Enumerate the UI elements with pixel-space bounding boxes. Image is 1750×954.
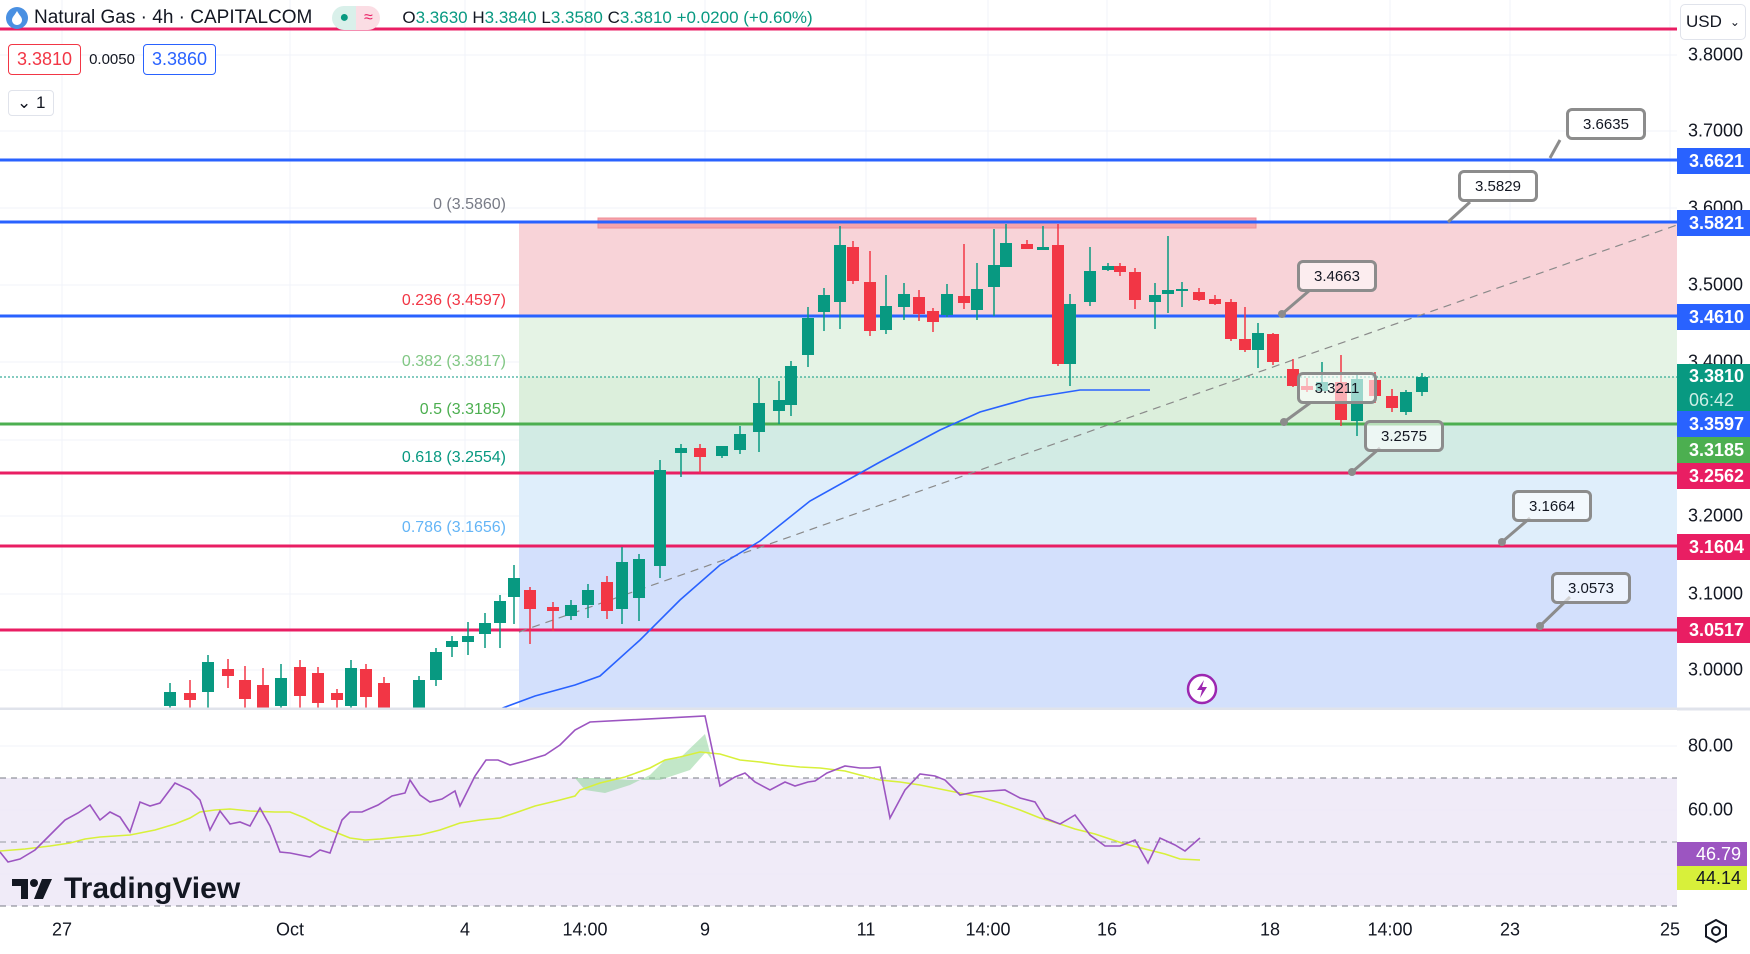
- tradingview-logo[interactable]: TradingView: [12, 872, 240, 906]
- price-callout[interactable]: 3.0573: [1551, 572, 1631, 604]
- candlesticks: [164, 224, 1428, 709]
- price-tag: 3.0517: [1677, 617, 1750, 643]
- price-change: +0.0200 (+0.60%): [676, 8, 813, 27]
- price-tag: 3.2562: [1677, 463, 1750, 489]
- moving-average-line: [499, 389, 1150, 710]
- settings-icon[interactable]: [1703, 918, 1729, 944]
- lightning-icon[interactable]: [1186, 673, 1218, 705]
- currency-selector[interactable]: USD ⌄: [1680, 4, 1746, 40]
- chevron-down-icon: ⌄: [1729, 15, 1740, 29]
- current-price-tag: 3.3810 06:42: [1677, 364, 1750, 416]
- chevron-down-icon: ⌄: [17, 93, 32, 112]
- price-callout[interactable]: 3.1664: [1512, 490, 1592, 522]
- spread-value: 0.0050: [89, 51, 135, 68]
- rsi-value-tag: 46.79: [1677, 842, 1747, 866]
- price-tag: 3.3597: [1677, 411, 1750, 437]
- flame-icon: [6, 7, 28, 29]
- buy-button[interactable]: 3.3860: [142, 44, 217, 75]
- price-tag: 3.3185: [1677, 437, 1750, 463]
- symbol-title[interactable]: Natural Gas · 4h · CAPITALCOM: [34, 7, 313, 28]
- sell-button[interactable]: 3.3810: [8, 44, 82, 75]
- price-callout[interactable]: 3.4663: [1297, 260, 1377, 292]
- price-callout[interactable]: 3.3211: [1297, 372, 1377, 404]
- price-tag: 3.1604: [1677, 534, 1750, 560]
- tradingview-logo-icon: [12, 879, 52, 899]
- ohlc-values: O3.3630 H3.3840 L3.3580 C3.3810 +0.0200 …: [402, 8, 813, 27]
- market-open-icon: ●: [332, 6, 357, 30]
- price-callout[interactable]: 3.2575: [1364, 420, 1444, 452]
- symbol-legend[interactable]: Natural Gas · 4h · CAPITALCOM ● ≈ O3.363…: [6, 6, 813, 30]
- market-status[interactable]: ● ≈: [332, 6, 381, 30]
- price-tag: 3.5821: [1677, 210, 1750, 236]
- trend-line[interactable]: [518, 224, 1678, 633]
- fibonacci-zones: [519, 217, 1677, 709]
- price-tag: 3.4610: [1677, 304, 1750, 330]
- price-callout[interactable]: 3.5829: [1458, 170, 1538, 202]
- bar-countdown: 06:42: [1689, 390, 1735, 410]
- rsi-pane: [0, 715, 1677, 907]
- collapse-indicators-button[interactable]: ⌄ 1: [8, 90, 55, 116]
- rsi-ma-value-tag: 44.14: [1677, 866, 1747, 890]
- price-callout[interactable]: 3.6635: [1566, 108, 1646, 140]
- buy-sell-panel: 3.3810 0.0050 3.3860: [8, 44, 217, 75]
- delayed-data-icon: ≈: [356, 6, 381, 30]
- price-tag: 3.6621: [1677, 148, 1750, 174]
